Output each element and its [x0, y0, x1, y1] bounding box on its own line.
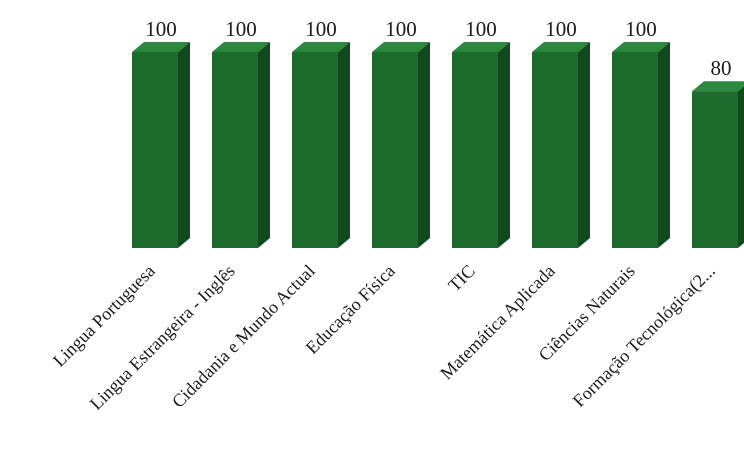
bar-8 — [692, 81, 744, 248]
bar-side — [338, 42, 350, 248]
value-label: 100 — [225, 17, 257, 41]
bar-side — [578, 42, 590, 248]
bar-3 — [292, 42, 350, 248]
value-label: 100 — [385, 17, 417, 41]
bar-side — [258, 42, 270, 248]
bar-top — [612, 42, 670, 52]
category-label: TIC — [444, 261, 479, 296]
bar-top — [212, 42, 270, 52]
bars-group — [132, 42, 744, 248]
bar-front — [532, 52, 578, 248]
bar-top — [692, 81, 744, 92]
value-label: 100 — [545, 17, 577, 41]
bar-2 — [212, 42, 270, 248]
bar-front — [292, 52, 338, 248]
bar-1 — [132, 42, 190, 248]
value-label: 80 — [711, 56, 732, 80]
bar-4 — [372, 42, 430, 248]
bar-top — [292, 42, 350, 52]
bar-front — [212, 52, 258, 248]
value-label: 100 — [305, 17, 337, 41]
category-label: Lingua Estrangeira - Inglês — [86, 261, 239, 414]
bar-front — [372, 52, 418, 248]
value-label: 100 — [145, 17, 177, 41]
bar-top — [132, 42, 190, 52]
bar-front — [452, 52, 498, 248]
bar-front — [612, 52, 658, 248]
bar-side — [738, 86, 744, 248]
value-label: 100 — [625, 17, 657, 41]
value-label: 100 — [465, 17, 497, 41]
bar-7 — [612, 42, 670, 248]
bar-top — [452, 42, 510, 52]
value-labels-group: 100 100 100 100 100 100 100 80 — [145, 17, 731, 80]
bar-side — [658, 42, 670, 248]
bar-side — [418, 42, 430, 248]
bar-5 — [452, 42, 510, 248]
bar-side — [498, 42, 510, 248]
bar-side — [178, 42, 190, 248]
bar-top — [532, 42, 590, 52]
bar-6 — [532, 42, 590, 248]
bar-front — [692, 91, 738, 248]
bar-front — [132, 52, 178, 248]
category-label: Formação Tecnológica(2... — [569, 261, 720, 412]
category-label: Cidadania e Mundo Actual — [168, 261, 319, 412]
bar-top — [372, 42, 430, 52]
